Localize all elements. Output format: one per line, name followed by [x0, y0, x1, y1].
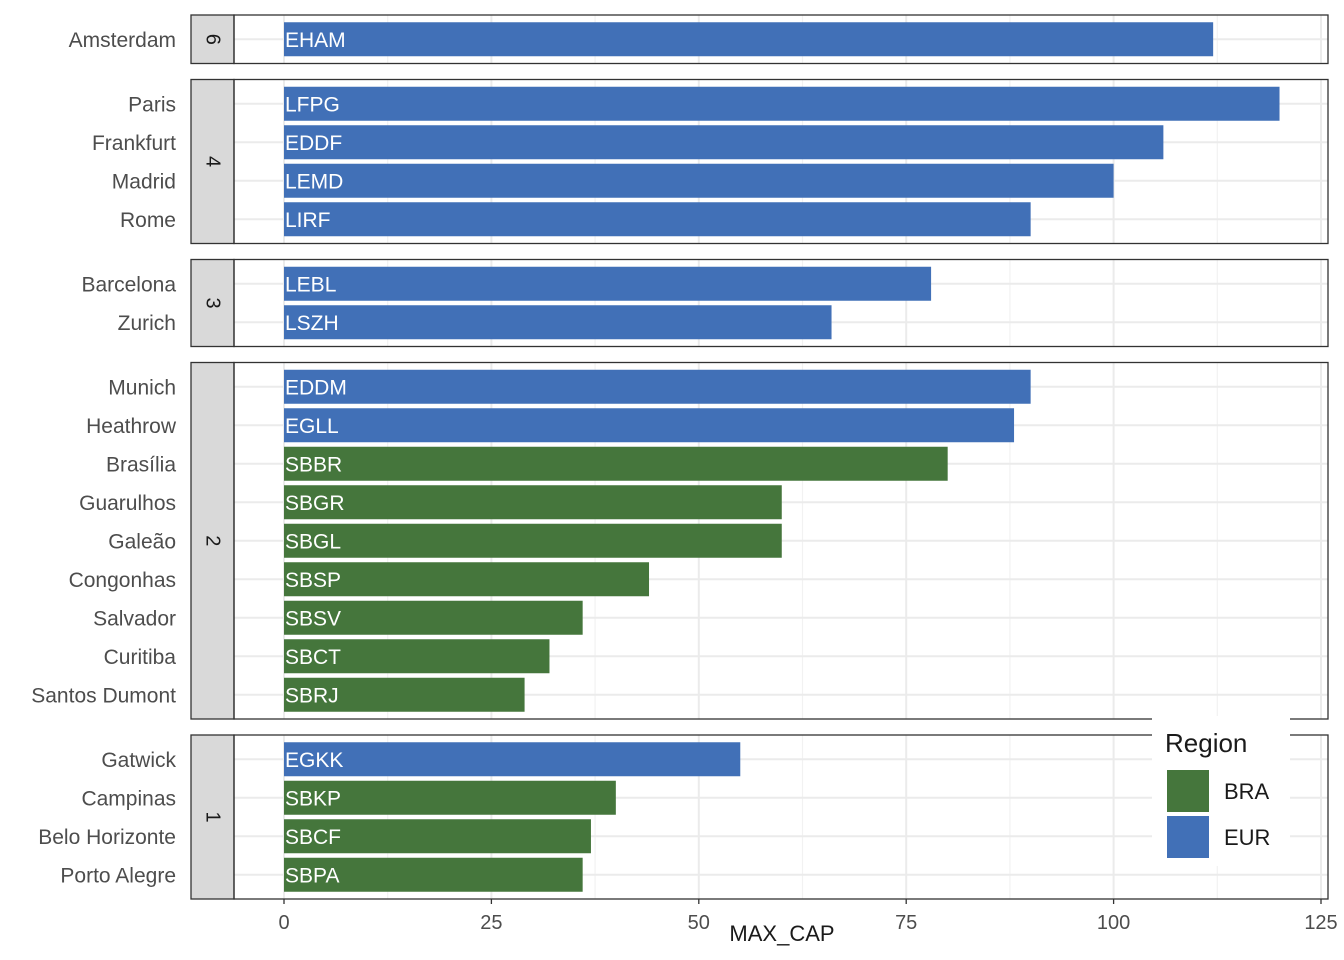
bar-label: EDDM	[285, 376, 347, 399]
bar-sbgr	[284, 485, 782, 520]
facet-strip	[190, 361, 235, 720]
x-tick-label: 100	[1097, 912, 1130, 934]
category-label: Brasília	[106, 453, 176, 476]
category-label: Heathrow	[86, 415, 177, 438]
category-label: Salvador	[93, 607, 176, 630]
category-label: Paris	[128, 93, 176, 116]
panel-border	[233, 258, 1329, 348]
category-label: Curitiba	[104, 646, 177, 669]
bar-sbgl	[284, 523, 782, 558]
category-label: Amsterdam	[69, 29, 176, 52]
bar-lebl	[284, 266, 932, 301]
bar-sbcf	[284, 819, 591, 854]
facet-strip	[190, 78, 235, 245]
bar-egkk	[284, 742, 741, 777]
bar-label: SBGR	[285, 492, 345, 515]
panel-border	[233, 78, 1329, 245]
category-label: Belo Horizonte	[38, 826, 176, 849]
x-tick-label: 125	[1304, 912, 1337, 934]
bar-label: SBPA	[285, 864, 339, 887]
panel-border	[233, 361, 1329, 720]
bar-lszh	[284, 305, 832, 340]
legend-key-bra	[1167, 770, 1209, 812]
bar-label: LIRF	[285, 209, 331, 232]
facet-strip-label: 4	[202, 156, 224, 167]
bar-eddm	[284, 369, 1031, 404]
x-tick-label: 50	[688, 912, 710, 934]
bar-sbrj	[284, 677, 525, 712]
x-axis-title: MAX_CAP	[729, 921, 834, 946]
category-label: Munich	[108, 376, 176, 399]
panel-border	[233, 14, 1329, 65]
category-label: Gatwick	[101, 749, 176, 772]
bar-label: SBRJ	[285, 684, 339, 707]
x-tick-label: 0	[278, 912, 289, 934]
label-layer: EHAM Amsterdam LFPG Paris EDDF Frankfurt LEMD M…	[31, 29, 347, 888]
bar-label: LEBL	[285, 273, 336, 296]
legend: Region BRA EUR	[1152, 716, 1290, 866]
category-label: Campinas	[81, 787, 176, 810]
legend-label-bra: BRA	[1224, 779, 1270, 804]
bar-label: EGKK	[285, 749, 343, 772]
bar-label: EGLL	[285, 415, 339, 438]
bar-label: SBCF	[285, 826, 341, 849]
category-label: Porto Alegre	[60, 864, 176, 887]
bar-label: SBBR	[285, 453, 342, 476]
bar-lfpg	[284, 86, 1280, 121]
bar-lemd	[284, 163, 1114, 198]
category-label: Zurich	[118, 312, 176, 335]
x-axis: MAX_CAP 0 25 50 75 100 125	[278, 899, 1338, 946]
facet-strip-label: 3	[202, 297, 224, 308]
legend-key-eur	[1167, 816, 1209, 858]
category-label: Madrid	[112, 170, 176, 193]
category-label: Rome	[120, 209, 176, 232]
bar-label: LSZH	[285, 312, 339, 335]
panel-layer: 6 4 3 2 1	[190, 14, 1329, 900]
facet-strip-label: 1	[202, 811, 224, 822]
bar-eham	[284, 22, 1214, 57]
category-label: Santos Dumont	[31, 684, 176, 707]
category-label: Congonhas	[69, 569, 176, 592]
bar-egll	[284, 408, 1015, 443]
legend-entries: BRA EUR	[1167, 770, 1270, 858]
legend-title: Region	[1165, 728, 1247, 758]
facet-strip	[190, 258, 235, 348]
bar-sbsp	[284, 562, 650, 597]
category-label: Guarulhos	[79, 492, 176, 515]
bar-sbpa	[284, 857, 583, 892]
bar-label: SBKP	[285, 787, 341, 810]
bar-layer	[284, 22, 1280, 892]
bar-label: SBGL	[285, 530, 341, 553]
bar-label: EDDF	[285, 132, 342, 155]
bar-eddf	[284, 125, 1164, 160]
category-label: Frankfurt	[92, 132, 176, 155]
bar-lirf	[284, 202, 1031, 237]
facet-strip	[190, 14, 235, 65]
bar-sbsv	[284, 600, 583, 635]
bar-label: SBCT	[285, 646, 341, 669]
legend-label-eur: EUR	[1224, 825, 1270, 850]
facet-strip-label: 2	[202, 535, 224, 546]
x-tick-label: 75	[895, 912, 917, 934]
bar-sbkp	[284, 780, 616, 815]
bar-sbbr	[284, 446, 948, 481]
category-label: Galeão	[108, 530, 176, 553]
bar-label: LFPG	[285, 93, 340, 116]
bar-label: EHAM	[285, 29, 346, 52]
category-label: Barcelona	[81, 273, 176, 296]
bar-label: SBSP	[285, 569, 341, 592]
x-tick-label: 25	[480, 912, 502, 934]
bar-label: SBSV	[285, 607, 341, 630]
bar-label: LEMD	[285, 170, 343, 193]
panel-border	[233, 734, 1329, 900]
bar-sbct	[284, 639, 550, 674]
facet-strip-label: 6	[202, 34, 224, 45]
